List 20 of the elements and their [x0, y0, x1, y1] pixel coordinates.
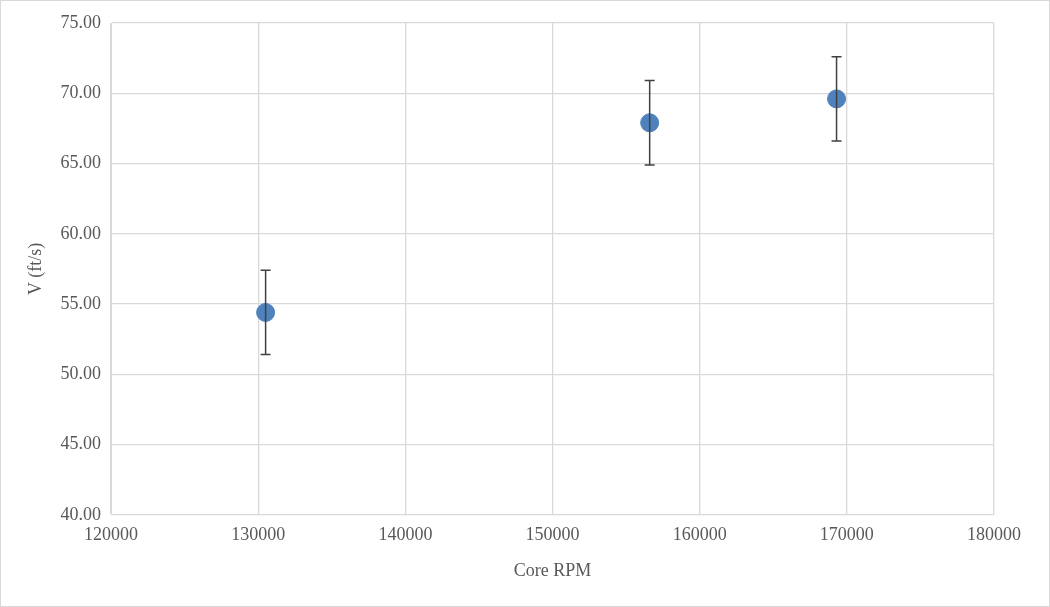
y-tick-label: 45.00 [60, 433, 102, 454]
y-tick-label: 65.00 [60, 152, 102, 173]
x-tick-label: 130000 [231, 524, 286, 545]
y-tick-label: 60.00 [60, 222, 102, 243]
x-tick-label: 120000 [84, 524, 139, 545]
point [256, 302, 276, 322]
point [640, 113, 660, 133]
y-tick-label: 50.00 [60, 363, 102, 384]
x-tick-label: 160000 [672, 524, 727, 545]
y-tick-label: 75.00 [60, 11, 102, 32]
x-tick-label: 150000 [525, 524, 580, 545]
y-tick-label: 70.00 [60, 81, 102, 102]
x-axis-title: Core RPM [513, 559, 592, 580]
x-tick-label: 140000 [378, 524, 433, 545]
x-tick-label: 170000 [819, 524, 874, 545]
x-tick-label: 180000 [967, 524, 1021, 545]
y-tick-label: 40.00 [60, 503, 102, 524]
y-axis-title: V (ft/s) [24, 242, 46, 295]
y-tick-label: 55.00 [60, 292, 102, 313]
point [827, 89, 847, 109]
